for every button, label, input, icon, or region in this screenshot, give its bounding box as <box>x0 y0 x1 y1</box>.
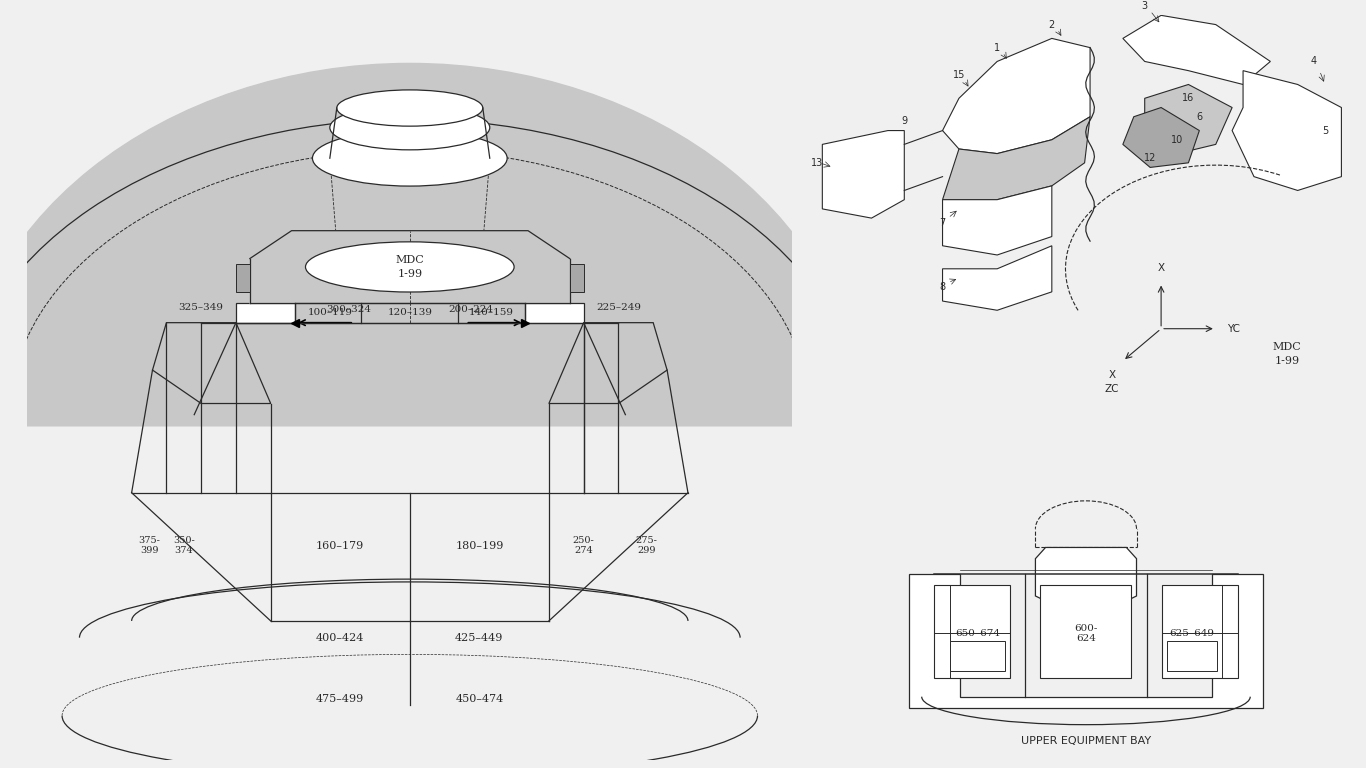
Text: 1-99: 1-99 <box>398 269 422 280</box>
Text: 16: 16 <box>1183 93 1194 104</box>
Text: 7: 7 <box>940 217 945 228</box>
Polygon shape <box>1167 641 1217 670</box>
Polygon shape <box>1123 108 1199 167</box>
Ellipse shape <box>313 131 507 186</box>
Text: 450–474: 450–474 <box>455 694 504 704</box>
Polygon shape <box>236 264 250 292</box>
Text: 160–179: 160–179 <box>316 541 365 551</box>
Text: 200–224: 200–224 <box>448 306 493 314</box>
Text: 9: 9 <box>902 116 907 127</box>
Text: 15: 15 <box>952 70 966 81</box>
Text: X: X <box>1108 370 1116 380</box>
Text: 13: 13 <box>811 157 824 168</box>
Text: 625–649: 625–649 <box>1169 629 1214 637</box>
Polygon shape <box>1041 584 1131 678</box>
Text: ZC: ZC <box>1105 384 1119 394</box>
Polygon shape <box>943 38 1090 154</box>
Text: 4: 4 <box>1311 56 1317 67</box>
Text: 475–499: 475–499 <box>316 694 365 704</box>
Text: YC: YC <box>1227 323 1240 334</box>
Polygon shape <box>250 230 570 303</box>
Text: 10: 10 <box>1172 134 1183 145</box>
Polygon shape <box>525 303 583 323</box>
Ellipse shape <box>306 242 514 292</box>
Text: 325–349: 325–349 <box>179 303 224 312</box>
Text: 5: 5 <box>1322 125 1328 136</box>
Polygon shape <box>549 323 667 403</box>
Polygon shape <box>822 131 904 218</box>
Polygon shape <box>153 323 270 403</box>
Wedge shape <box>0 64 862 425</box>
Ellipse shape <box>329 105 490 150</box>
Text: 300–324: 300–324 <box>326 306 372 314</box>
Polygon shape <box>943 117 1090 200</box>
Text: 650–674: 650–674 <box>955 629 1000 637</box>
Polygon shape <box>1232 71 1341 190</box>
Text: 400–424: 400–424 <box>316 633 365 643</box>
Text: 8: 8 <box>940 282 945 293</box>
Text: 275-
299: 275- 299 <box>635 536 657 555</box>
Polygon shape <box>236 303 295 323</box>
Polygon shape <box>1145 84 1232 154</box>
Text: 375-
399: 375- 399 <box>138 536 160 555</box>
Text: 425–449: 425–449 <box>455 633 504 643</box>
Text: 3: 3 <box>1142 1 1147 12</box>
Polygon shape <box>570 264 583 292</box>
Text: UPPER EQUIPMENT BAY: UPPER EQUIPMENT BAY <box>1020 737 1152 746</box>
Ellipse shape <box>337 90 482 126</box>
Text: 12: 12 <box>1143 153 1157 164</box>
Text: 120–139: 120–139 <box>388 309 432 317</box>
Polygon shape <box>943 246 1052 310</box>
Text: 1-99: 1-99 <box>1274 356 1299 366</box>
Text: 6: 6 <box>1197 111 1202 122</box>
Polygon shape <box>949 641 1005 670</box>
Polygon shape <box>910 574 1264 708</box>
Text: 100–119: 100–119 <box>307 309 352 317</box>
Text: 140–159: 140–159 <box>469 309 514 317</box>
Text: 1: 1 <box>994 42 1000 53</box>
Polygon shape <box>1162 584 1238 678</box>
Text: 180–199: 180–199 <box>455 541 504 551</box>
Text: 350-
374: 350- 374 <box>173 536 195 555</box>
Text: MDC: MDC <box>1272 342 1302 353</box>
Polygon shape <box>943 186 1052 255</box>
Polygon shape <box>1123 15 1270 84</box>
Text: 250-
274: 250- 274 <box>572 536 594 555</box>
Text: MDC: MDC <box>395 255 425 265</box>
Text: X: X <box>1157 263 1165 273</box>
Text: 600-
624: 600- 624 <box>1074 624 1098 643</box>
Text: 2: 2 <box>1049 19 1055 30</box>
Text: 225–249: 225–249 <box>596 303 641 312</box>
Polygon shape <box>1035 548 1137 604</box>
Polygon shape <box>934 584 1011 678</box>
